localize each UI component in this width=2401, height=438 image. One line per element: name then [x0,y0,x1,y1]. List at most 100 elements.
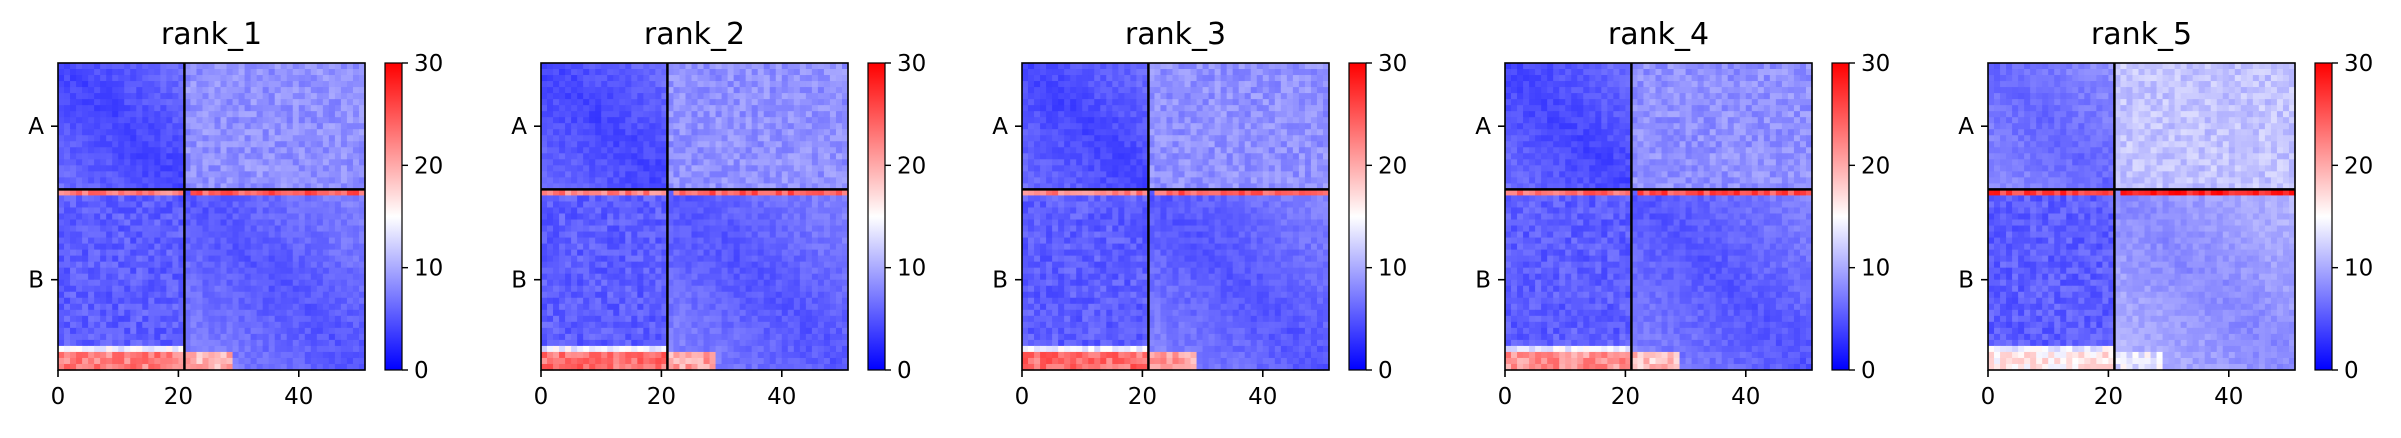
heatmap-cell [583,261,590,269]
heatmap-cell [274,225,282,233]
heatmap-cell [559,321,566,329]
heatmap-cell [172,189,179,197]
heatmap-cell [286,213,294,221]
heatmap-cell [232,309,240,317]
heatmap-cell [841,129,849,136]
heatmap-cell [154,261,161,269]
heatmap-cell [751,273,759,281]
heatmap-cell [673,339,681,347]
heatmap-cell [172,291,179,299]
heatmap-cell [559,111,566,118]
heatmap-cell [124,261,131,269]
heatmap-cell [547,177,554,184]
heatmap-cell [142,243,149,251]
heatmap-cell [835,249,843,257]
heatmap-cell [244,291,252,299]
heatmap-cell [721,165,729,172]
heatmap-cell [703,315,711,323]
heatmap-cell [178,309,186,317]
heatmap-cell [739,225,747,233]
heatmap-cell [124,249,131,257]
heatmap-cell [214,273,222,281]
heatmap-cell [94,291,101,299]
heatmap-cell [721,225,729,233]
heatmap-cell [739,69,747,76]
heatmap-cell [607,321,614,329]
heatmap-cell [250,171,258,178]
heatmap-cell [661,327,669,335]
heatmap-cell [178,111,186,118]
heatmap-cell [565,183,572,191]
heatmap-cell [358,153,366,160]
heatmap-cell [250,315,258,323]
heatmap-cell [64,225,71,233]
heatmap-cell [238,261,246,269]
heatmap-cell [358,141,366,148]
heatmap-cell [190,339,198,347]
heatmap-cell [583,231,590,239]
heatmap-cell [70,213,77,221]
heatmap-cell [238,267,246,275]
heatmap-cell [334,243,342,251]
heatmap-cell [208,105,216,112]
heatmap-cell [673,117,681,124]
heatmap-cell [661,81,669,88]
heatmap-cell [715,111,723,118]
heatmap-cell [763,189,771,197]
heatmap-cell [541,153,548,160]
heatmap-cell [589,135,596,142]
heatmap-cell [673,333,681,341]
heatmap-cell [340,201,348,209]
heatmap-cell [154,123,161,130]
heatmap-cell [835,243,843,251]
heatmap-cell [757,285,765,293]
heatmap-cell [238,123,246,130]
heatmap-cell [703,165,711,172]
heatmap-cell [178,303,186,311]
heatmap-cell [124,363,131,371]
heatmap-cell [841,111,849,118]
heatmap-cell [667,123,675,130]
heatmap-cell [769,81,777,88]
heatmap-cell [220,351,228,359]
heatmap-cell [286,63,294,70]
heatmap-cell [286,153,294,160]
heatmap-cell [685,135,693,142]
heatmap-cell [613,213,620,221]
heatmap-cell [565,279,572,287]
heatmap-cell [166,147,173,154]
heatmap-cell [751,147,759,154]
heatmap-cell [196,195,204,203]
heatmap-cell [793,291,801,299]
heatmap-cell [727,147,735,154]
heatmap-cell [673,123,681,130]
heatmap-cell [328,123,336,130]
heatmap-cell [76,171,83,178]
heatmap-cell [274,165,282,172]
heatmap-cell [208,249,216,257]
heatmap-cell [727,171,735,178]
heatmap-cell [154,351,161,359]
heatmap-cell [70,333,77,341]
heatmap-cell [691,231,699,239]
heatmap-cell [358,63,366,70]
heatmap-cell [781,303,789,311]
heatmap-cell [643,153,650,160]
heatmap-cell [304,249,312,257]
heatmap-cell [238,279,246,287]
heatmap-cell [583,159,590,166]
heatmap-cell [328,285,336,293]
heatmap-cell [232,339,240,347]
heatmap-cell [661,141,669,148]
heatmap-cell [100,117,107,124]
heatmap-cell [649,285,656,293]
heatmap-cell [160,291,167,299]
heatmap-cell [160,225,167,233]
heatmap-cell [583,147,590,154]
heatmap-cell [274,63,282,70]
heatmap-cell [559,183,566,191]
heatmap-cell [304,315,312,323]
heatmap-cell [178,243,186,251]
heatmap-cell [220,249,228,257]
heatmap-cell [136,201,143,209]
